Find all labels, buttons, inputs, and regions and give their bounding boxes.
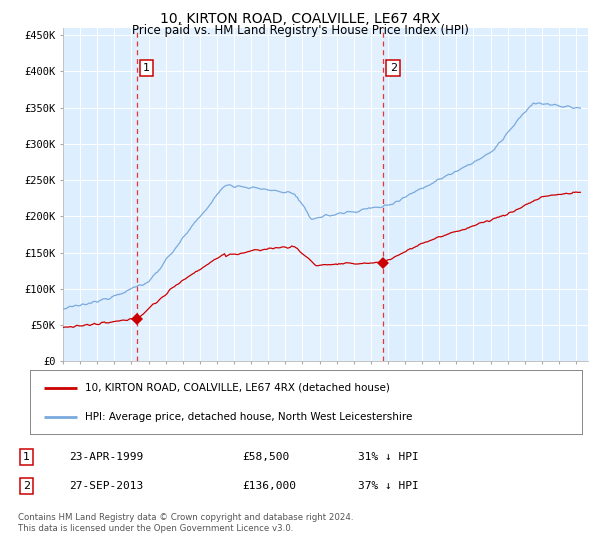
Text: 1: 1: [143, 63, 150, 73]
Text: 1: 1: [23, 452, 30, 462]
Text: 27-SEP-2013: 27-SEP-2013: [70, 480, 144, 491]
Text: 23-APR-1999: 23-APR-1999: [70, 452, 144, 462]
Text: 10, KIRTON ROAD, COALVILLE, LE67 4RX (detached house): 10, KIRTON ROAD, COALVILLE, LE67 4RX (de…: [85, 382, 390, 393]
Text: Contains HM Land Registry data © Crown copyright and database right 2024.
This d: Contains HM Land Registry data © Crown c…: [18, 514, 353, 533]
Text: HPI: Average price, detached house, North West Leicestershire: HPI: Average price, detached house, Nort…: [85, 412, 413, 422]
Text: £136,000: £136,000: [242, 480, 296, 491]
Bar: [137, 28, 383, 361]
Text: Price paid vs. HM Land Registry's House Price Index (HPI): Price paid vs. HM Land Registry's House …: [131, 24, 469, 36]
Text: 31% ↓ HPI: 31% ↓ HPI: [358, 452, 418, 462]
Text: 2: 2: [23, 480, 30, 491]
Text: 2: 2: [390, 63, 397, 73]
Text: 37% ↓ HPI: 37% ↓ HPI: [358, 480, 418, 491]
Text: 10, KIRTON ROAD, COALVILLE, LE67 4RX: 10, KIRTON ROAD, COALVILLE, LE67 4RX: [160, 12, 440, 26]
Text: £58,500: £58,500: [242, 452, 290, 462]
